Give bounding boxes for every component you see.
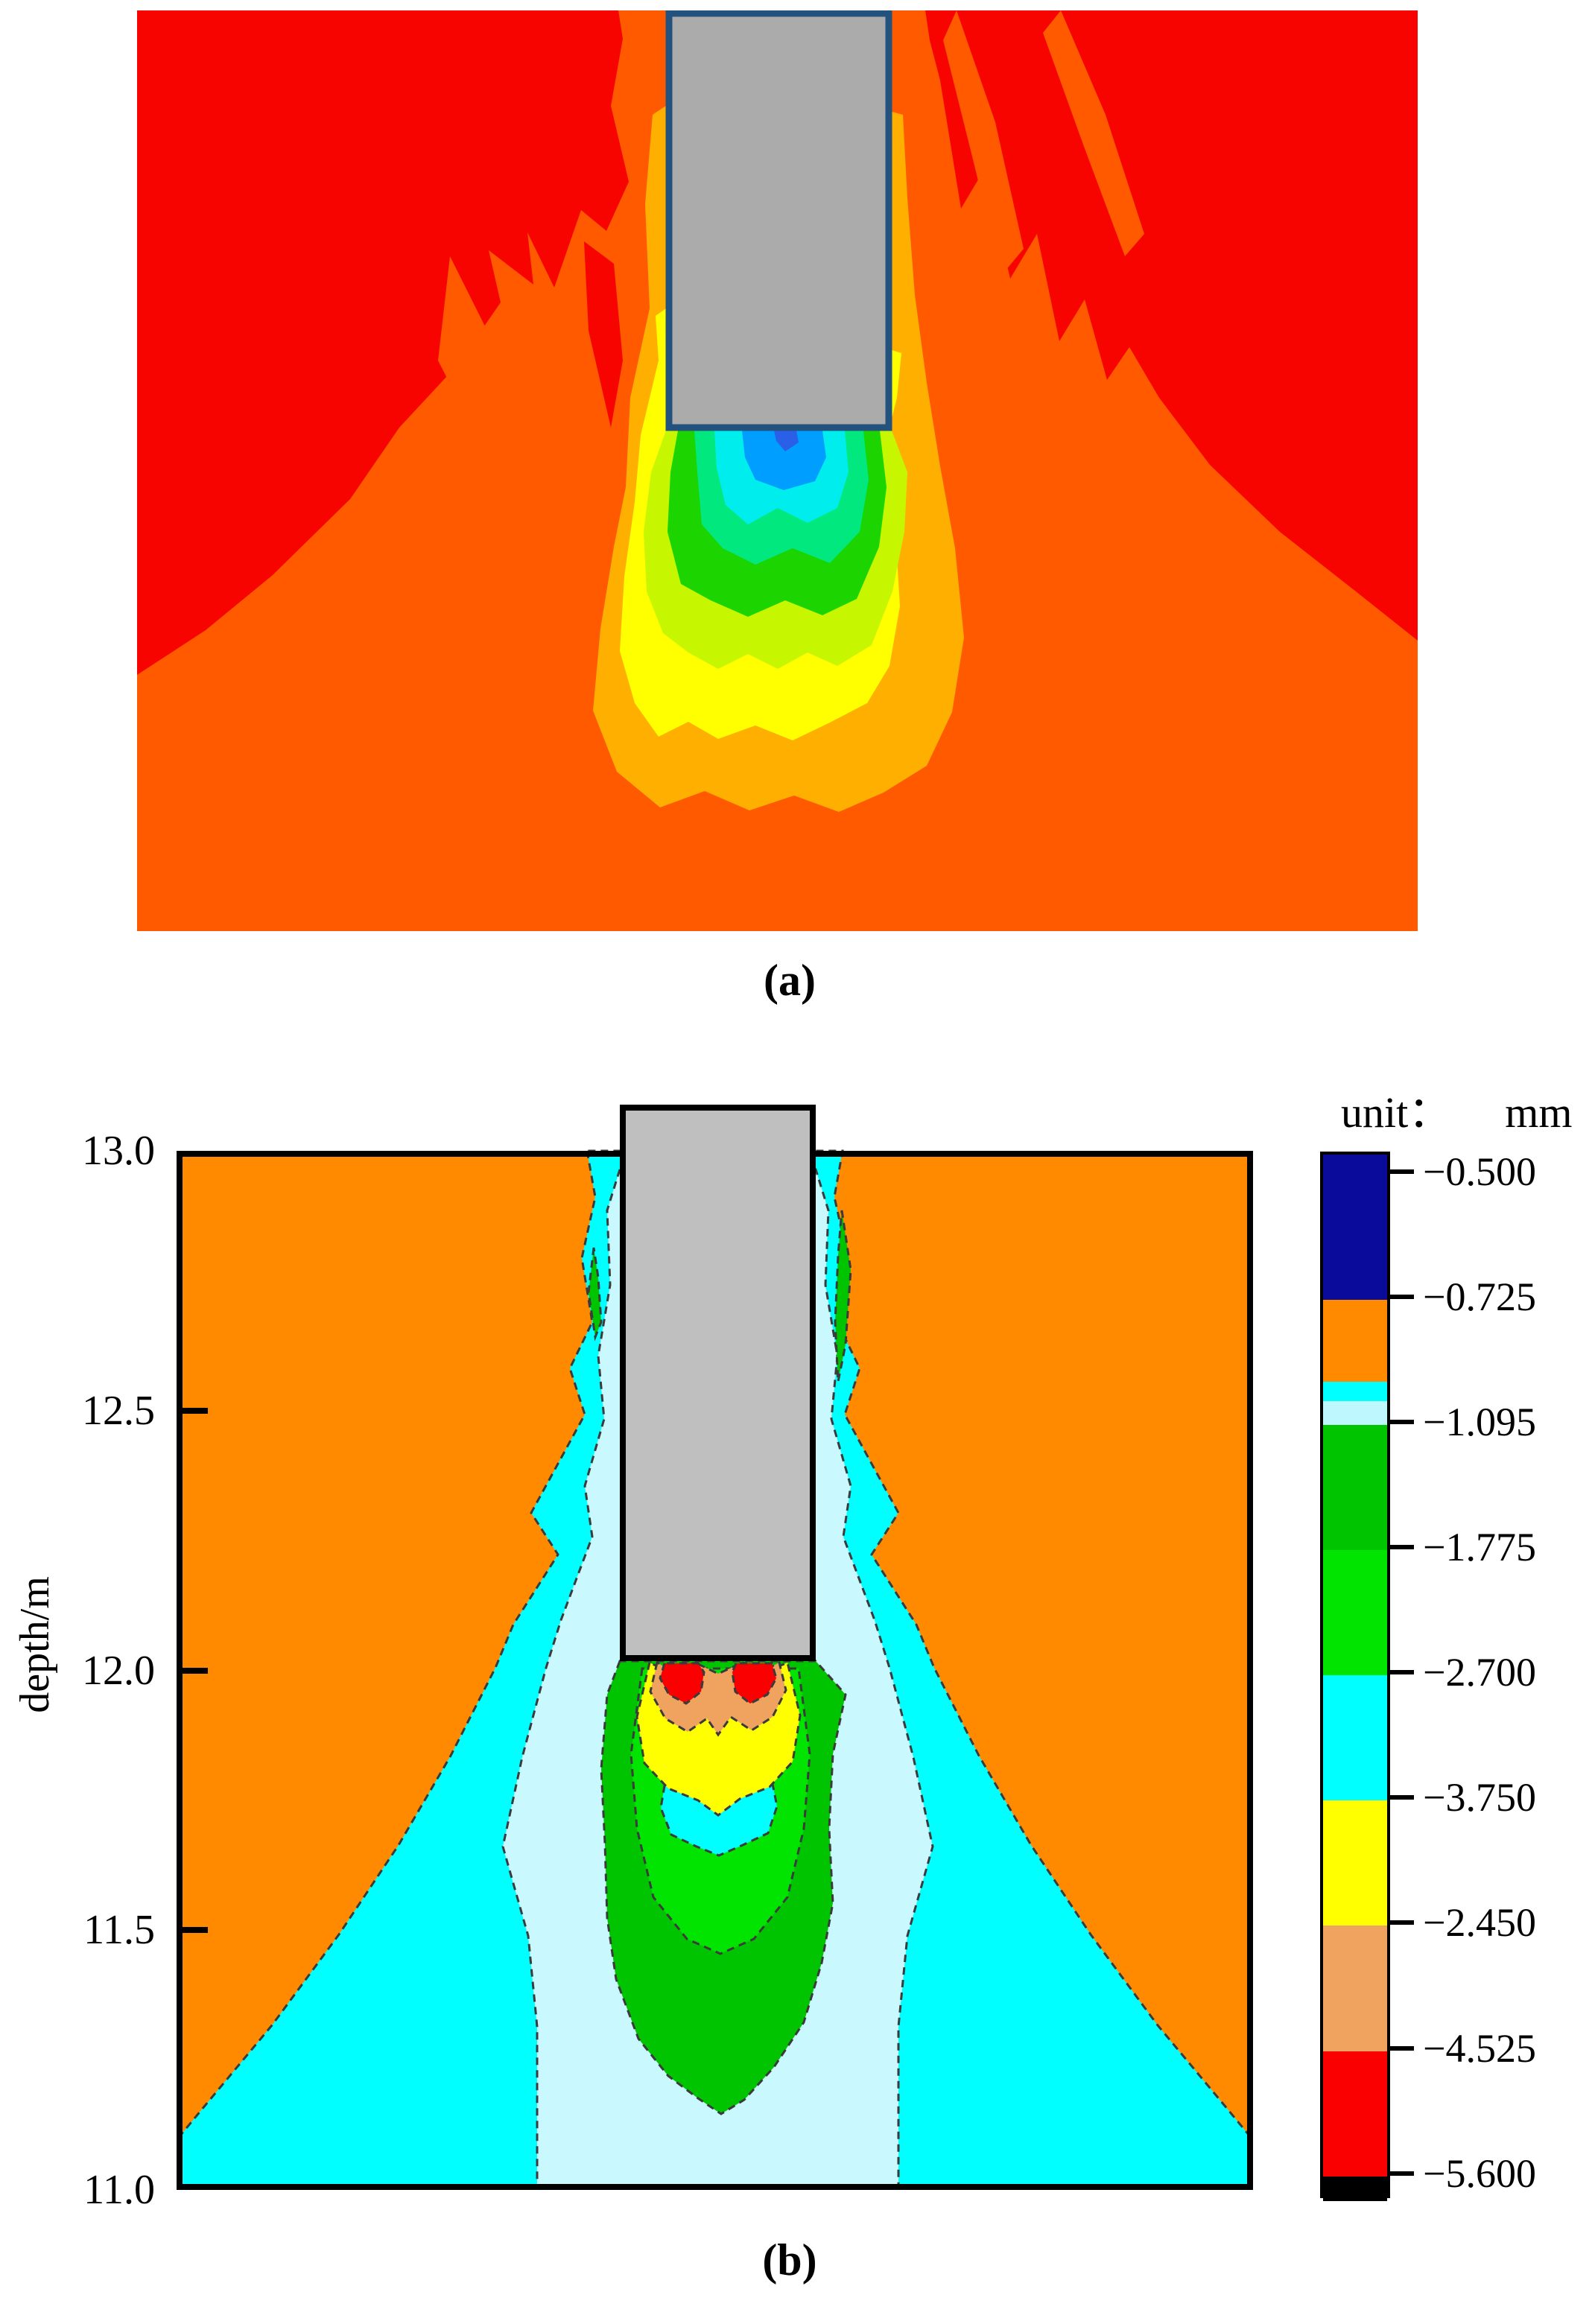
colorbar-label-−4.525: −4.525 (1423, 2026, 1536, 2071)
panel-b-ytick-12.5: 12.5 (82, 1388, 155, 1434)
colorbar-segment-1 (1323, 1300, 1387, 1382)
caption-a: (a) (764, 956, 816, 1005)
panel-b-ytick-13.0: 13.0 (82, 1128, 155, 1174)
colorbar-segment-2 (1323, 1382, 1387, 1401)
panel-b-ytick-11.0: 11.0 (83, 2167, 155, 2213)
colorbar-tick-6 (1390, 1920, 1414, 1925)
colorbar-tick-0 (1390, 1169, 1414, 1174)
colorbar-segment-7 (1323, 1800, 1387, 1925)
caption-b: (b) (762, 2235, 817, 2285)
colorbar-tick-4 (1390, 1670, 1414, 1674)
colorbar-tick-7 (1390, 2046, 1414, 2051)
panel-b-contour-plot (177, 1105, 1253, 2190)
colorbar-segment-6 (1323, 1675, 1387, 1800)
panel-a-orange-streak-left (438, 256, 487, 428)
colorbar-tick-2 (1390, 1420, 1414, 1424)
panel-b-ytick-12.0: 12.0 (82, 1648, 155, 1694)
colorbar-label-−2.450: −2.450 (1423, 1900, 1536, 1945)
colorbar-tick-3 (1390, 1545, 1414, 1549)
colorbar-segment-5 (1323, 1550, 1387, 1675)
panel-a-pile (665, 10, 892, 431)
panel-b-axis-ticks (183, 1408, 208, 1933)
unit-label: unit： (1341, 1088, 1452, 1137)
unit-value: mm (1505, 1088, 1573, 1137)
colorbar-segment-10 (1323, 2177, 1387, 2201)
colorbar-label-−0.500: −0.500 (1423, 1149, 1536, 1194)
colorbar-label-−1.095: −1.095 (1423, 1400, 1536, 1444)
panel-b-green-sliver-left (587, 1247, 603, 1342)
panel-a-orange-streak-right-1 (943, 10, 1024, 276)
colorbar-unit-label: unit： mm (1341, 1077, 1572, 1140)
panel-a-contour-plot (137, 10, 1418, 931)
panel-a-red-right (925, 10, 1418, 641)
colorbar-segment-8 (1323, 1925, 1387, 2051)
colorbar-tick-8 (1390, 2171, 1414, 2176)
colorbar-segment-9 (1323, 2051, 1387, 2177)
panel-b-red-lobe-right (731, 1662, 778, 1705)
colorbar (1320, 1152, 1390, 2201)
colorbar-label-−5.600: −5.600 (1423, 2151, 1536, 2196)
panel-a-orange-streak-right-2 (1043, 10, 1144, 256)
panel-b-axis-title: depth/m (12, 1576, 58, 1713)
colorbar-segment-3 (1323, 1401, 1387, 1425)
panel-b-red-lobe-left (659, 1662, 705, 1705)
colorbar-label-−1.775: −1.775 (1423, 1525, 1536, 1569)
panel-a-red-sliver-left (584, 241, 623, 428)
colorbar-label-−3.750: −3.750 (1423, 1775, 1536, 1820)
colorbar-tick-1 (1390, 1295, 1414, 1299)
colorbar-segment-0 (1323, 1155, 1387, 1300)
panel-a-band-blue (774, 431, 799, 451)
colorbar-label-−0.725: −0.725 (1423, 1274, 1536, 1319)
colorbar-segment-4 (1323, 1425, 1387, 1550)
panel-b-pile (620, 1105, 816, 1661)
panel-b-green-sliver-right (834, 1210, 852, 1382)
colorbar-tick-5 (1390, 1795, 1414, 1800)
panel-a-band-lightblue (742, 431, 826, 490)
panel-a-red-left (137, 10, 629, 675)
colorbar-label-−2.700: −2.700 (1423, 1650, 1536, 1695)
panel-b-ytick-11.5: 11.5 (83, 1907, 155, 1953)
